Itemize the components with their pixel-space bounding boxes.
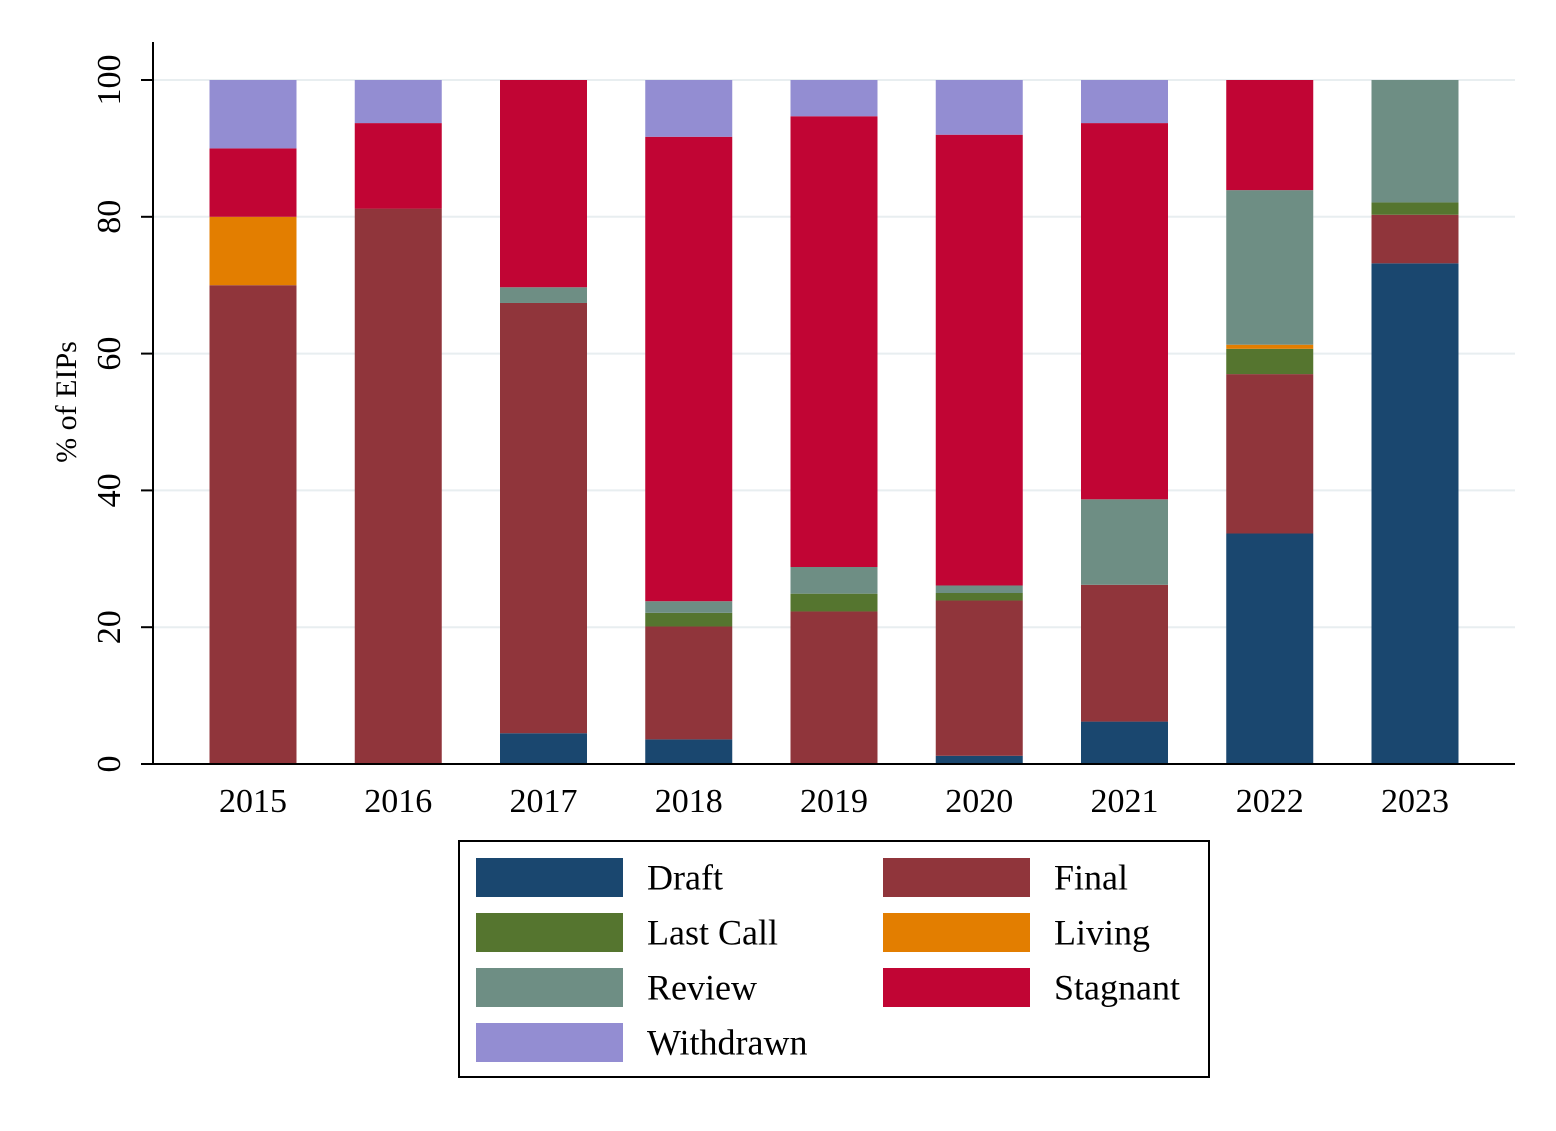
bar-review-2022 [1226, 190, 1314, 345]
legend-label-review: Review [647, 968, 757, 1008]
bar-final-2019 [790, 611, 878, 764]
bar-withdrawn-2015 [209, 80, 297, 149]
bar-living-2022 [1226, 344, 1314, 349]
legend-swatch-draft [476, 858, 623, 897]
bar-stagnant-2022 [1226, 80, 1314, 191]
bar-stagnant-2019 [790, 116, 878, 568]
bar-stagnant-2016 [354, 123, 442, 209]
legend-label-final: Final [1054, 858, 1128, 898]
bar-last-call-2023 [1371, 202, 1459, 215]
bar-stagnant-2017 [500, 80, 587, 288]
bar-final-2016 [354, 208, 442, 765]
bar-review-2020 [935, 585, 1023, 593]
bar-review-2017 [500, 287, 587, 303]
bar-stagnant-2020 [935, 134, 1023, 586]
legend-label-last-call: Last Call [647, 913, 778, 953]
bar-final-2018 [645, 626, 733, 740]
x-tick-label: 2023 [1381, 783, 1449, 820]
legend-label-draft: Draft [647, 858, 723, 898]
legend-swatch-last-call [476, 913, 623, 952]
x-tick-label: 2015 [219, 783, 287, 820]
legend-swatch-living [883, 913, 1030, 952]
bar-withdrawn-2016 [354, 80, 442, 124]
axes: 2015 2016 2017 2018 2019 2020 2021 2022 2023 0 20 4… [91, 42, 1515, 820]
bars [209, 80, 1459, 765]
bar-stagnant-2015 [209, 148, 297, 217]
y-axis-title: % of EIPs [50, 341, 83, 463]
y-tick-label: 20 [91, 610, 128, 644]
y-tick-label: 100 [91, 55, 128, 106]
bar-withdrawn-2018 [645, 80, 733, 137]
x-tick-label: 2018 [655, 783, 723, 820]
bar-final-2017 [500, 302, 587, 734]
x-tick-label: 2016 [364, 783, 432, 820]
bar-draft-2017 [500, 733, 587, 764]
bar-living-2015 [209, 216, 297, 286]
y-tick-label: 0 [91, 756, 128, 773]
bar-last-call-2018 [645, 612, 733, 627]
bar-withdrawn-2020 [935, 80, 1023, 135]
bar-draft-2021 [1081, 721, 1168, 764]
legend-label-withdrawn: Withdrawn [647, 1023, 808, 1063]
y-tick-label: 40 [91, 473, 128, 507]
bar-draft-2020 [935, 755, 1023, 764]
legend-swatch-stagnant [883, 968, 1030, 1007]
bar-last-call-2019 [790, 593, 878, 612]
legend-label-stagnant: Stagnant [1054, 968, 1180, 1008]
bar-final-2021 [1081, 584, 1168, 722]
x-tick-label: 2020 [945, 783, 1013, 820]
x-tick-label: 2021 [1091, 783, 1159, 820]
bar-last-call-2022 [1226, 348, 1314, 375]
bar-draft-2018 [645, 739, 733, 764]
bar-review-2023 [1371, 80, 1459, 203]
x-tick-label: 2017 [510, 783, 578, 820]
bar-draft-2023 [1371, 263, 1459, 764]
bar-withdrawn-2019 [790, 80, 878, 117]
legend-swatch-review [476, 968, 623, 1007]
legend-label-living: Living [1054, 913, 1150, 953]
bar-draft-2022 [1226, 533, 1314, 764]
legend: Draft Final Last Call Living Review Stagnant W… [458, 840, 1210, 1078]
legend-swatch-final [883, 858, 1030, 897]
bar-last-call-2020 [935, 593, 1023, 601]
bar-final-2020 [935, 600, 1023, 756]
y-tick-label: 60 [91, 337, 128, 371]
bar-review-2018 [645, 601, 733, 613]
x-tick-label: 2019 [800, 783, 868, 820]
bar-stagnant-2018 [645, 136, 733, 602]
bar-final-2022 [1226, 374, 1314, 534]
bar-review-2019 [790, 567, 878, 594]
bar-review-2021 [1081, 499, 1168, 585]
y-tick-label: 80 [91, 200, 128, 234]
bar-withdrawn-2021 [1081, 80, 1168, 124]
legend-swatch-withdrawn [476, 1023, 623, 1062]
bar-final-2023 [1371, 214, 1459, 264]
bar-final-2015 [209, 285, 297, 764]
x-tick-label: 2022 [1236, 783, 1304, 820]
bar-stagnant-2021 [1081, 123, 1168, 500]
